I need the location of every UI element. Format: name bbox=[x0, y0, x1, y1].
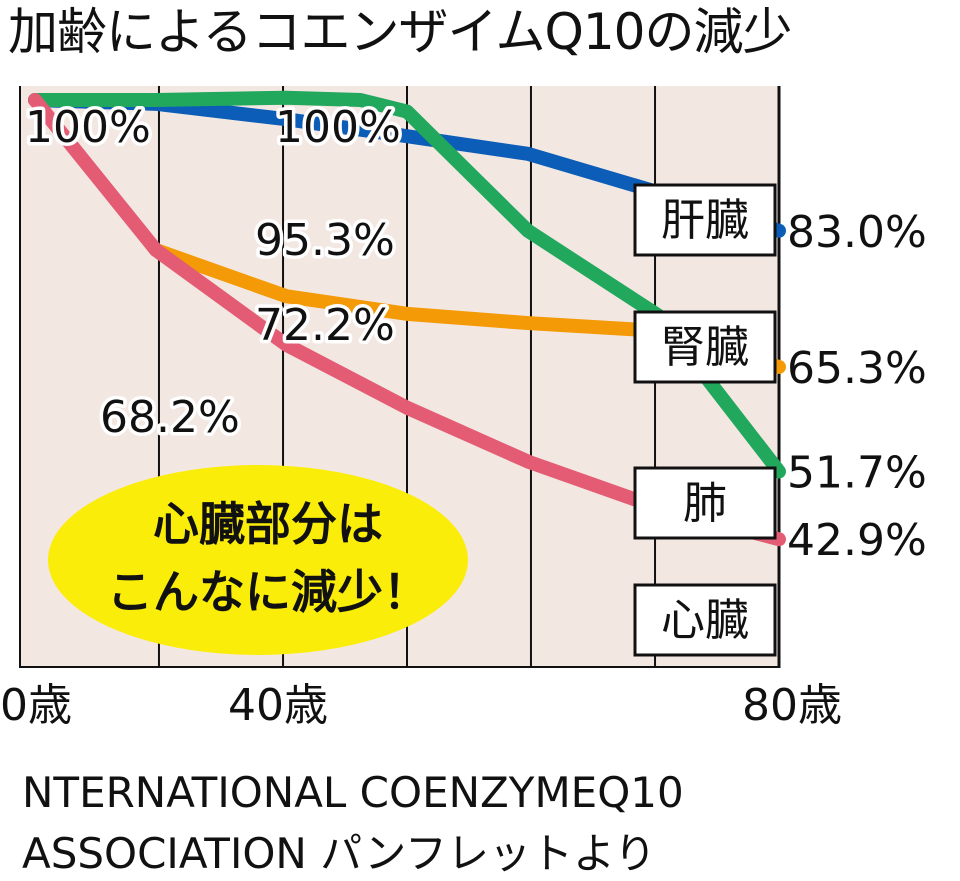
value-annotations: 100% 100% 95.3% 72.2% 68.2% bbox=[22, 99, 405, 447]
series-name-box: 心臓 bbox=[633, 583, 777, 657]
value-annotation: 95.3% bbox=[255, 215, 395, 266]
source-line-1: NTERNATIONAL COENZYMEQ10 bbox=[22, 768, 684, 817]
callout-line-2: こんなに減少！ bbox=[107, 565, 429, 619]
x-tick-label: 80歳 bbox=[742, 680, 842, 731]
series-name-box: 肺 bbox=[633, 466, 777, 540]
source-line-2: ASSOCIATION パンフレットより bbox=[22, 829, 657, 878]
series-end-labels: 83.0% 51.7% 65.3% 42.9% bbox=[787, 207, 927, 566]
series-end-label: 51.7% bbox=[787, 448, 927, 499]
chart-title: 加齢によるコエンザイムQ10の減少 bbox=[8, 3, 792, 61]
series-name-box: 肝臓 bbox=[633, 183, 777, 257]
series-name-label: 肺 bbox=[683, 478, 727, 529]
series-name-label: 心臓 bbox=[661, 595, 749, 646]
value-annotation: 100% bbox=[25, 102, 151, 153]
x-tick-label: 40歳 bbox=[228, 680, 328, 731]
x-tick-labels: 0歳 40歳 80歳 bbox=[0, 680, 842, 731]
value-annotation: 68.2% bbox=[100, 392, 240, 443]
callout: 心臓部分は こんなに減少！ bbox=[48, 465, 468, 655]
series-end-label: 83.0% bbox=[787, 207, 927, 258]
value-annotation: 100% bbox=[275, 102, 401, 153]
series-line-腎臓 bbox=[28, 90, 786, 479]
value-annotation: 72.2% bbox=[255, 300, 395, 351]
series-name-box: 腎臓 bbox=[633, 310, 777, 384]
series-end-label: 42.9% bbox=[787, 515, 927, 566]
callout-bubble bbox=[48, 465, 468, 655]
series-end-label: 65.3% bbox=[787, 343, 927, 394]
series-name-label: 肝臓 bbox=[661, 195, 749, 246]
x-tick-label: 0歳 bbox=[0, 680, 72, 731]
callout-line-1: 心臓部分は bbox=[153, 497, 383, 551]
series-name-label: 腎臓 bbox=[661, 322, 749, 373]
